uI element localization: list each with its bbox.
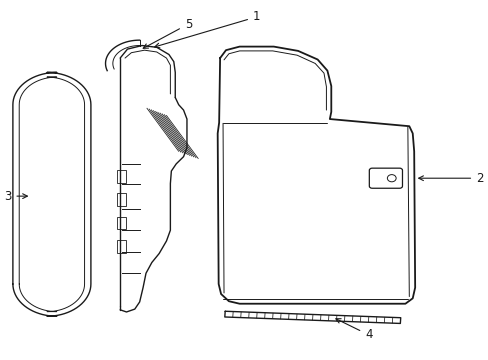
Text: 5: 5 xyxy=(143,18,192,48)
Text: 2: 2 xyxy=(418,172,483,185)
Bar xyxy=(117,217,125,229)
Bar xyxy=(117,170,125,183)
Text: 3: 3 xyxy=(4,190,27,203)
Text: 1: 1 xyxy=(154,10,260,48)
Text: 4: 4 xyxy=(335,319,372,341)
Bar xyxy=(117,193,125,206)
Bar xyxy=(117,240,125,253)
